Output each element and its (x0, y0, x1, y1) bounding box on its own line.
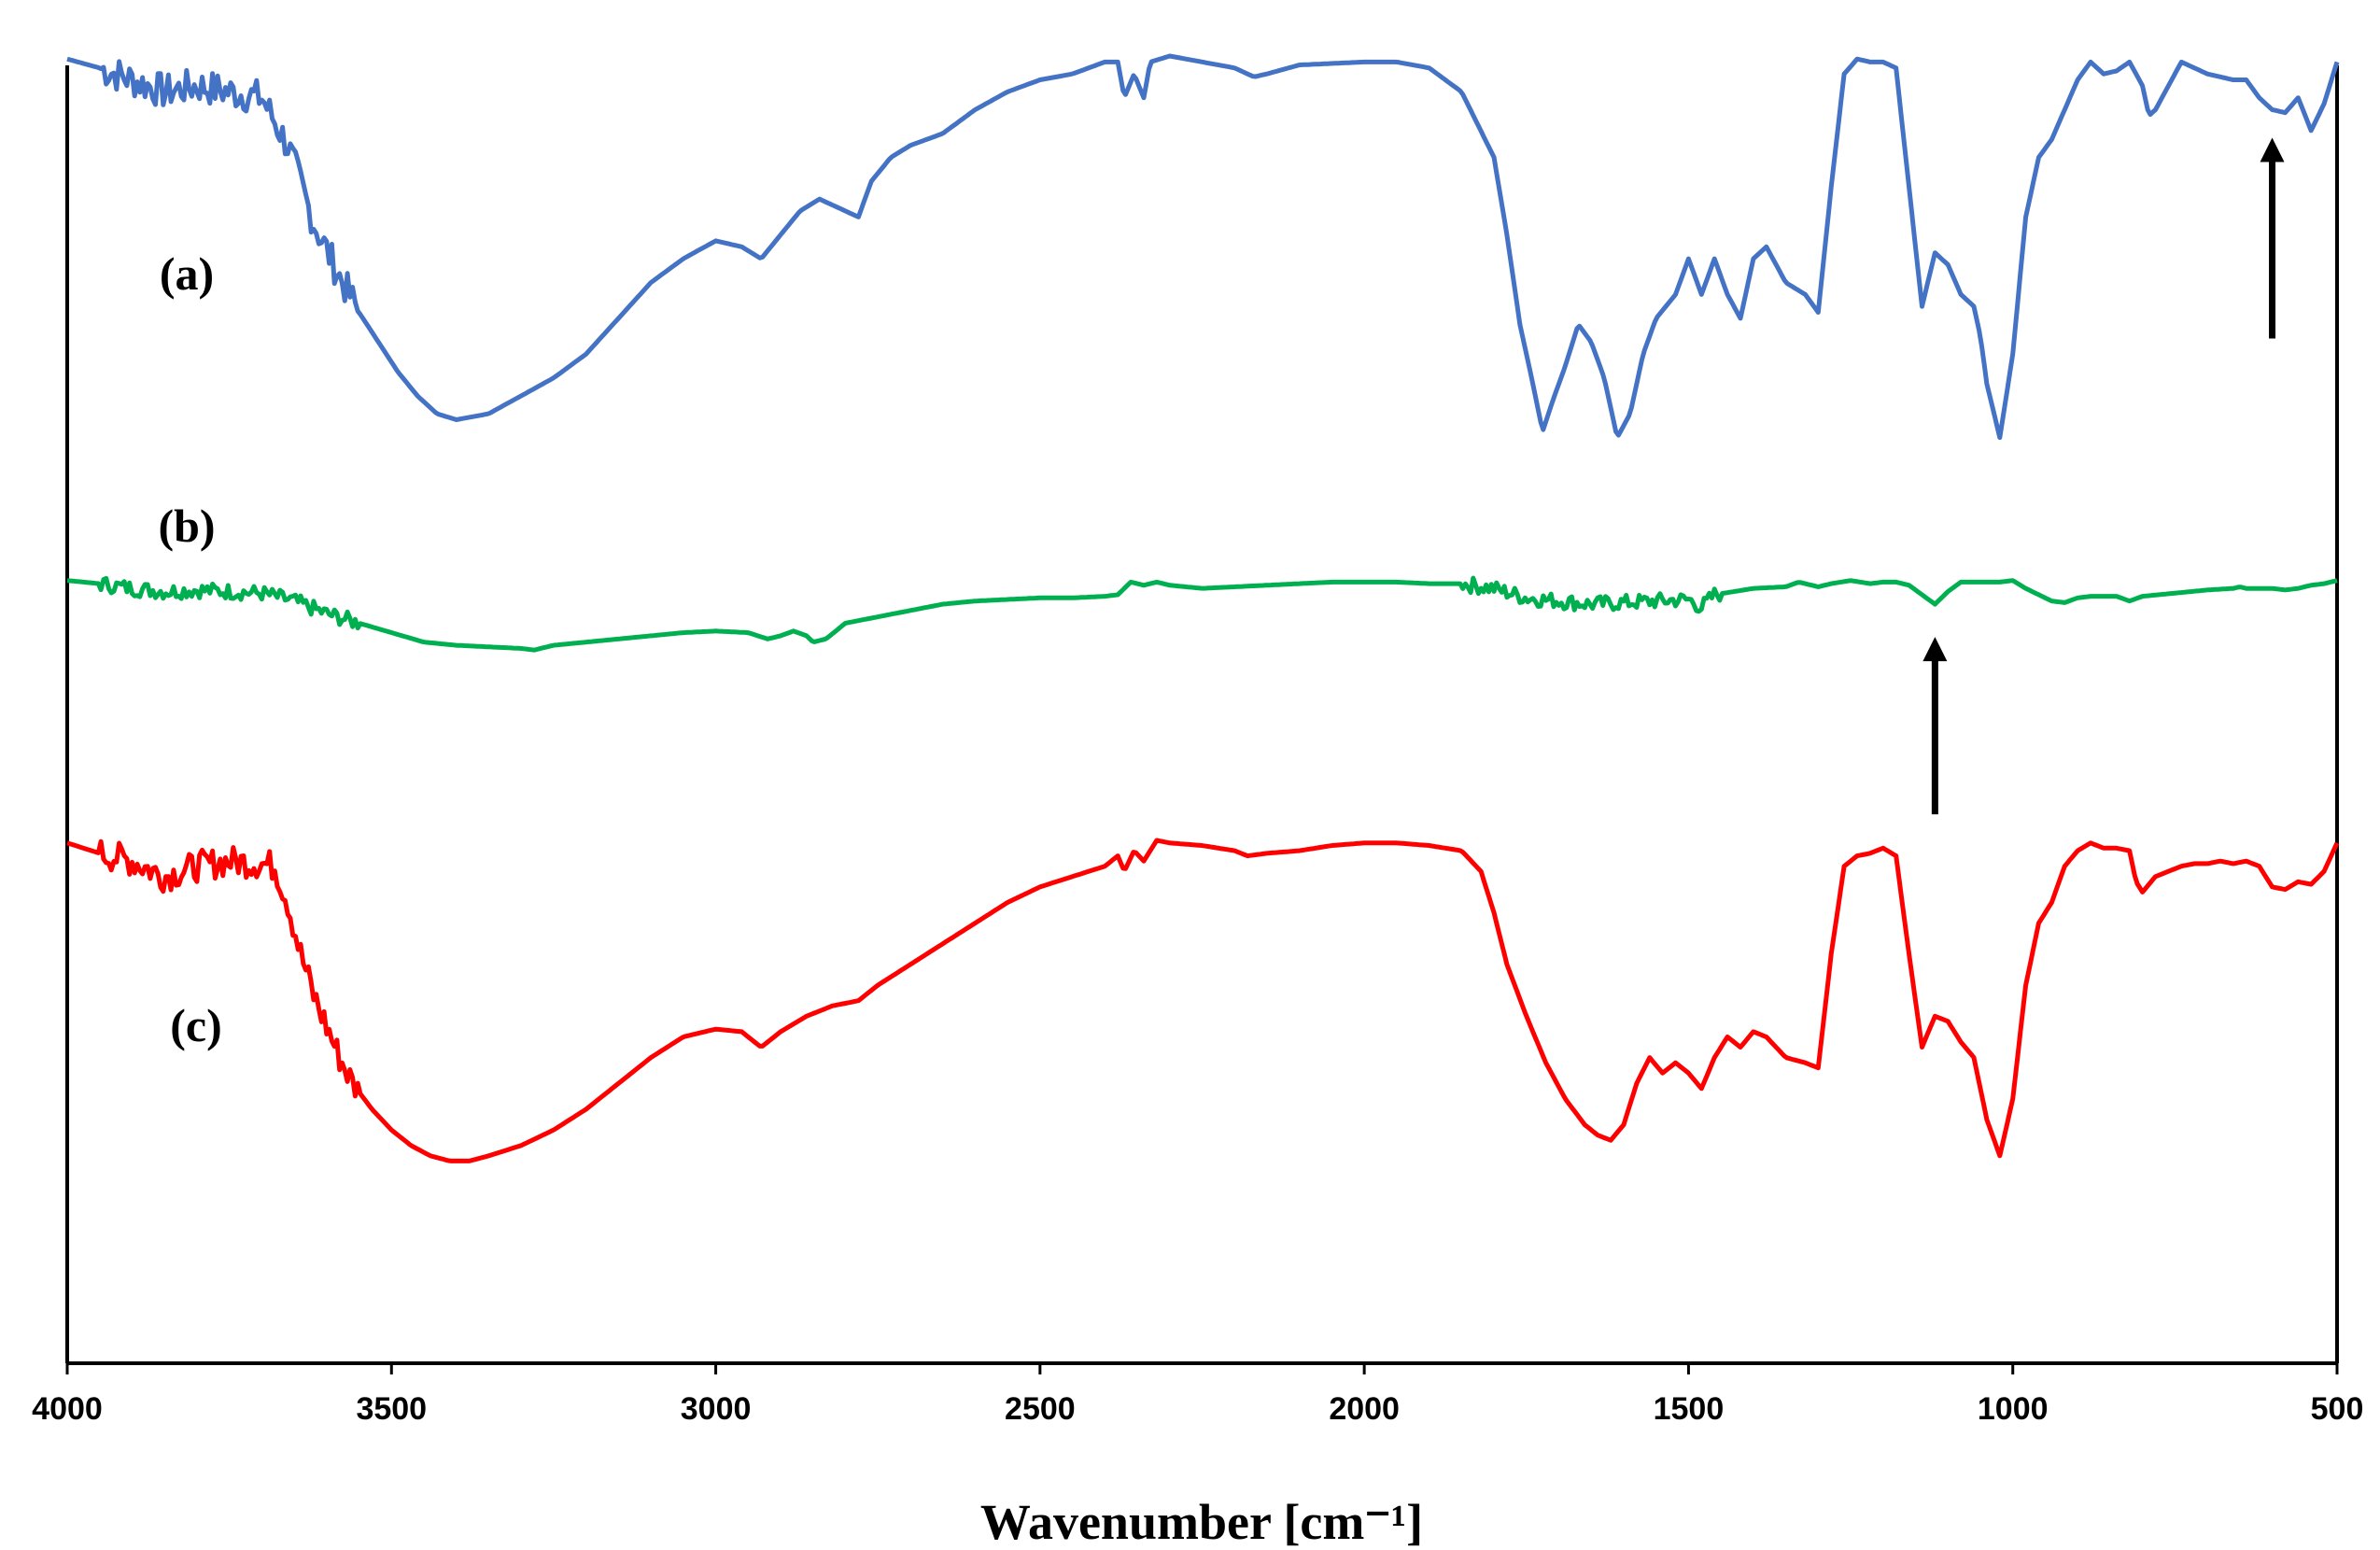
series-label-2: (c) (170, 999, 222, 1051)
x-tick-label-1000: 1000 (1978, 1391, 2049, 1427)
annotation-arrows (1922, 137, 2285, 815)
series-labels: (a) (b) (c) (158, 247, 221, 1051)
x-tick-label-1500: 1500 (1654, 1391, 1725, 1427)
series-line-1 (66, 575, 2338, 653)
series-line-2 (66, 838, 2340, 1163)
series-layer (66, 53, 2340, 1163)
series-label-0: (a) (160, 247, 214, 300)
x-tick-label-4000: 4000 (32, 1391, 103, 1427)
arrow-head-3 (2260, 137, 2285, 162)
x-axis-ticks: 4000 3500 3000 2500 2000 1500 1000 500 (32, 1363, 2363, 1427)
x-tick-label-2500: 2500 (1005, 1391, 1076, 1427)
series-label-1: (b) (158, 500, 215, 552)
x-tick-label-3000: 3000 (681, 1391, 752, 1427)
x-axis-title: Wavenumber [cm⁻¹] (980, 1494, 1423, 1550)
plot-area: 4000 3500 3000 2500 2000 1500 1000 500 (a) (b) (c… (32, 53, 2363, 1427)
x-tick-label-2000: 2000 (1329, 1391, 1400, 1427)
series-line-0 (66, 53, 2340, 441)
arrow-head-4 (1922, 637, 1948, 662)
x-tick-label-500: 500 (2311, 1391, 2364, 1427)
x-tick-label-3500: 3500 (356, 1391, 427, 1427)
